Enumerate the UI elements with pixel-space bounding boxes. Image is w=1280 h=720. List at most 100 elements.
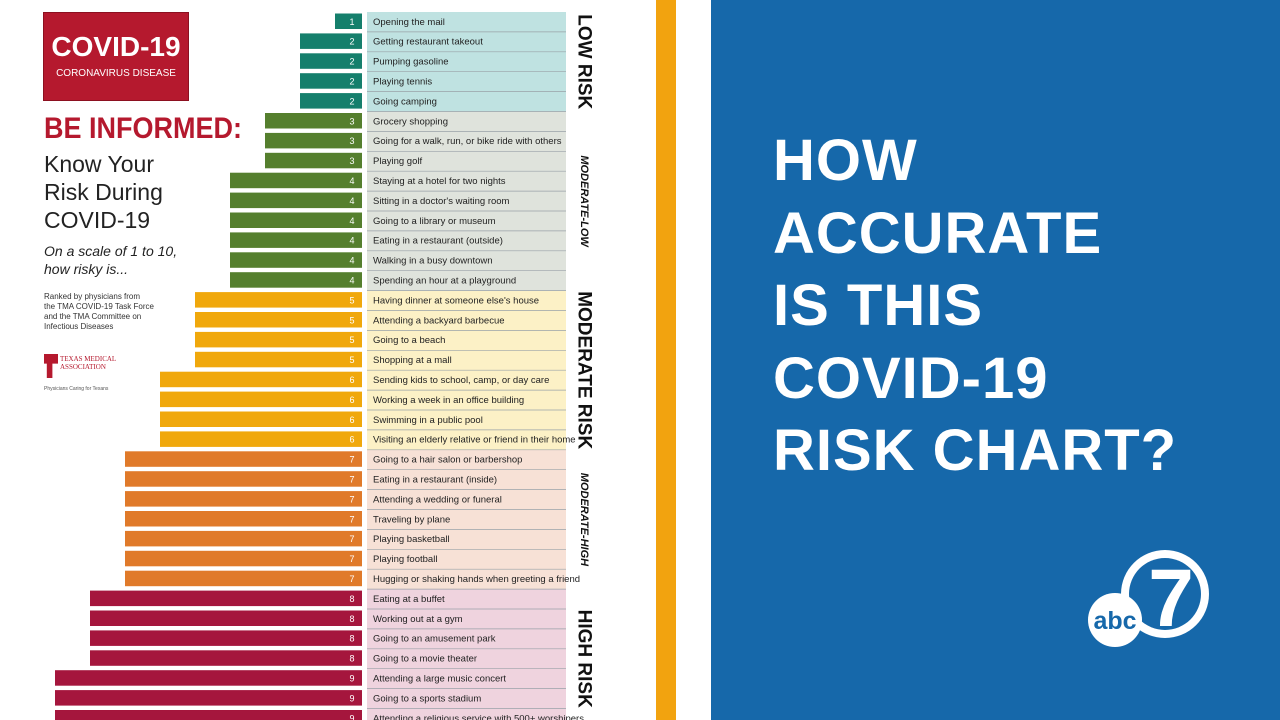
activity-label: Visiting an elderly relative or friend i… (373, 435, 576, 446)
risk-value-label: 7 (349, 514, 354, 524)
risk-bar (300, 53, 362, 69)
risk-bar (300, 33, 362, 49)
risk-value-label: 8 (349, 634, 354, 644)
risk-value-label: 7 (349, 534, 354, 544)
headline-line: ACCURATE (773, 200, 1103, 266)
activity-label: Staying at a hotel for two nights (373, 176, 506, 187)
ranked-by-line: the TMA COVID-19 Task Force (44, 302, 154, 311)
texas-shape-icon (44, 354, 58, 378)
risk-group-background (367, 589, 566, 720)
risk-bar (160, 431, 362, 447)
risk-bar (195, 312, 362, 328)
activity-label: Playing golf (373, 156, 422, 167)
risk-value-label: 7 (349, 455, 354, 465)
risk-bar (125, 550, 362, 567)
risk-group-label: LOW RISK (574, 14, 595, 109)
activity-label: Getting restaurant takeout (373, 37, 483, 48)
risk-value-label: 4 (349, 236, 354, 246)
activity-label: Pumping gasoline (373, 57, 449, 68)
risk-bar (195, 351, 362, 368)
activity-label: Going camping (373, 96, 437, 107)
scale-question: On a scale of 1 to 10, how risky is... (44, 242, 194, 278)
logo-ring-inner (1129, 558, 1201, 630)
logo-number: 7 (1148, 553, 1194, 644)
tma-name: TEXAS MEDICAL ASSOCIATION (60, 355, 116, 371)
abc-text: abc (1093, 607, 1136, 635)
activity-label: Going to a movie theater (373, 654, 477, 665)
risk-group-background (367, 111, 566, 291)
activity-label: Hugging or shaking hands when greeting a… (373, 574, 580, 585)
activity-label: Going to a library or museum (373, 216, 496, 227)
activity-label: Playing tennis (373, 76, 432, 87)
headline-line: COVID-19 (773, 345, 1049, 411)
risk-value-label: 4 (349, 196, 354, 206)
risk-bar (125, 570, 362, 587)
ranked-by-note: Ranked by physicians from the TMA COVID-… (44, 292, 174, 332)
risk-bar (90, 650, 362, 666)
risk-bar (265, 113, 362, 129)
ranked-by-line: and the TMA Committee on (44, 312, 142, 321)
risk-bar (125, 511, 362, 527)
risk-group-label: MODERATE RISK (574, 291, 595, 449)
risk-bar (230, 272, 362, 288)
risk-bar (160, 411, 362, 427)
activity-label: Working out at a gym (373, 614, 463, 625)
risk-value-label: 7 (349, 574, 354, 584)
activity-label: Having dinner at someone else's house (373, 295, 539, 306)
risk-value-label: 9 (349, 713, 354, 720)
activity-label: Spending an hour at a playground (373, 275, 516, 286)
risk-bar-chart: LOW RISK MODERATE-LOW MODERATE RISK MODERAT… (55, 12, 595, 720)
risk-bar (195, 331, 362, 348)
risk-bar (55, 710, 362, 720)
activity-label: Eating at a buffet (373, 594, 445, 605)
ranked-by-line: Infectious Diseases (44, 322, 114, 331)
risk-bar (265, 152, 362, 169)
risk-value-label: 3 (349, 116, 354, 126)
abc-circle (1088, 593, 1142, 647)
risk-value-label: 5 (349, 315, 354, 325)
risk-group-label: MODERATE-LOW (578, 155, 590, 248)
risk-value-label: 6 (349, 435, 354, 445)
risk-bar (125, 491, 362, 507)
risk-bar (160, 391, 362, 408)
risk-value-label: 8 (349, 594, 354, 604)
risk-value-label: 4 (349, 176, 354, 186)
headline-line: HOW (773, 128, 918, 193)
activity-label: Eating in a restaurant (outside) (373, 236, 503, 247)
risk-group-label: MODERATE-HIGH (578, 473, 590, 567)
risk-value-label: 4 (349, 275, 354, 285)
abc7-logo: 7 abc (1088, 550, 1209, 647)
risk-group-background (367, 12, 566, 112)
activity-label: Going to a beach (373, 335, 445, 346)
risk-value-label: 5 (349, 355, 354, 365)
headline: HOW ACCURATE IS THIS COVID-19 RISK CHART… (773, 125, 1177, 488)
risk-value-label: 4 (349, 216, 354, 226)
know-line: Risk During (44, 179, 163, 205)
activity-label: Working a week in an office building (373, 395, 524, 406)
activity-label: Opening the mail (373, 17, 445, 28)
risk-value-label: 6 (349, 415, 354, 425)
risk-value-label: 3 (349, 136, 354, 146)
risk-value-label: 2 (349, 57, 354, 67)
risk-value-label: 7 (349, 494, 354, 504)
activity-label: Attending a backyard barbecue (373, 315, 505, 326)
risk-value-label: 8 (349, 654, 354, 664)
risk-bar (335, 13, 362, 29)
know-your-risk-heading: Know Your Risk During COVID-19 (44, 150, 214, 234)
risk-bar (125, 530, 362, 547)
risk-bar (195, 292, 362, 308)
risk-group-label: HIGH RISK (574, 610, 595, 708)
scale-question-line: On a scale of 1 to 10, (44, 243, 178, 259)
ranked-by-line: Ranked by physicians from (44, 292, 141, 301)
risk-value-label: 6 (349, 395, 354, 405)
risk-bar (160, 371, 362, 388)
risk-value-label: 2 (349, 96, 354, 106)
badge-subtitle: CORONAVIRUS DISEASE (56, 68, 176, 79)
risk-value-label: 8 (349, 614, 354, 624)
activity-label: Sitting in a doctor's waiting room (373, 196, 510, 207)
risk-bar (90, 590, 362, 607)
activity-label: Walking in a busy downtown (373, 256, 493, 267)
activity-label: Traveling by plane (373, 514, 450, 525)
risk-bar (90, 610, 362, 626)
risk-value-label: 4 (349, 256, 354, 266)
